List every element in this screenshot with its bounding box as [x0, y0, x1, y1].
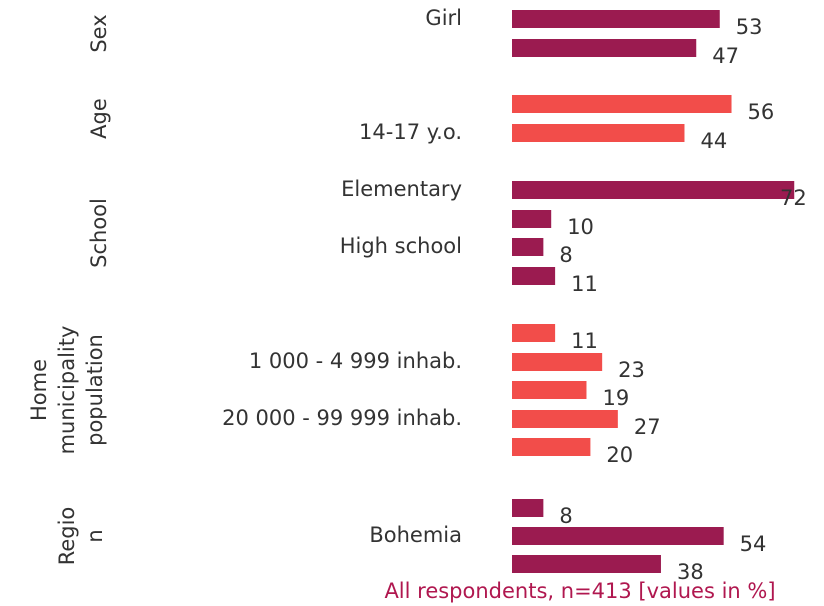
- value-label: 19: [602, 386, 629, 410]
- category-label: Bohemia: [369, 523, 462, 547]
- bar: [512, 181, 795, 199]
- category-label: 20 000 - 99 999 inhab.: [222, 406, 462, 430]
- category-label: 14-17 y.o.: [359, 120, 462, 144]
- group-label: municipality: [55, 326, 79, 455]
- bar: [512, 267, 556, 285]
- value-label: 56: [748, 100, 775, 124]
- bar: [512, 499, 544, 517]
- group-label: Regio: [55, 507, 79, 566]
- group-label: Home: [27, 359, 51, 421]
- bar: [512, 410, 618, 428]
- bar: [512, 10, 720, 28]
- group-label: population: [83, 334, 107, 446]
- chart-note: All respondents, n=413 [values in %]: [384, 579, 775, 603]
- value-label: 53: [736, 15, 763, 39]
- value-label: 38: [677, 560, 704, 584]
- category-label: Girl: [425, 6, 462, 30]
- value-label: 47: [712, 44, 739, 68]
- value-label: 20: [606, 443, 633, 467]
- category-label: High school: [340, 234, 462, 258]
- group-label: n: [83, 529, 107, 542]
- category-label: 1 000 - 4 999 inhab.: [249, 349, 462, 373]
- value-label: 54: [740, 532, 767, 556]
- value-label: 11: [571, 329, 598, 353]
- bar: [512, 438, 591, 456]
- bar: [512, 527, 724, 545]
- value-label: 44: [700, 129, 727, 153]
- category-label: Elementary: [341, 177, 462, 201]
- group-label: School: [87, 198, 111, 268]
- value-label: 8: [559, 243, 572, 267]
- value-label: 11: [571, 272, 598, 296]
- bar: [512, 238, 544, 256]
- value-label: 27: [634, 415, 661, 439]
- bar: [512, 381, 587, 399]
- value-label: 8: [559, 504, 572, 528]
- value-label: 72: [780, 186, 807, 210]
- bar: [512, 124, 685, 142]
- bar: [512, 95, 732, 113]
- value-label: 10: [567, 215, 594, 239]
- bar: [512, 324, 556, 342]
- bar: [512, 555, 661, 573]
- group-label: Sex: [87, 14, 111, 52]
- value-label: 23: [618, 358, 645, 382]
- group-label: Age: [87, 98, 111, 139]
- bar: [512, 210, 552, 228]
- bar: [512, 353, 603, 371]
- bar: [512, 39, 697, 57]
